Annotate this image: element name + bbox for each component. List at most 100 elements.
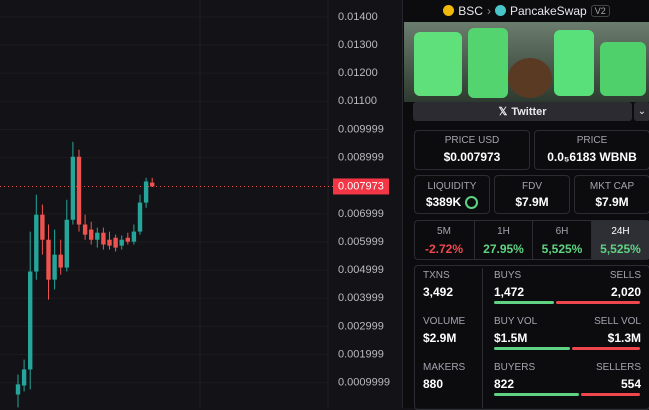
stat-value: $2.9M xyxy=(423,331,456,345)
candle-body xyxy=(89,230,93,240)
right-label: SELLS xyxy=(610,270,641,281)
separator: › xyxy=(487,4,491,18)
metric-value: $7.9M xyxy=(575,195,649,209)
chain[interactable]: BSC xyxy=(458,4,483,18)
sell-bar xyxy=(572,347,640,350)
tab-label: 6H xyxy=(533,226,591,237)
banner-shape xyxy=(414,32,462,96)
candle-body xyxy=(65,220,69,268)
left-label: BUY VOL xyxy=(494,316,537,327)
metric-label: FDV xyxy=(495,181,569,192)
y-tick-label: 0.001999 xyxy=(338,348,384,360)
tab-change: 5,525% xyxy=(592,242,649,256)
y-tick-label: 0.005999 xyxy=(338,236,384,248)
more-button[interactable]: ⌄ xyxy=(634,102,649,121)
buy-bar xyxy=(494,301,554,304)
candle-body xyxy=(150,183,154,187)
right-value: 2,020 xyxy=(611,285,641,299)
metric-label: MKT CAP xyxy=(575,181,649,192)
tab-change: 27.95% xyxy=(475,242,533,256)
price-chart: 0.01400 0.01300 0.01200 0.01100 0.009999 0.00… xyxy=(0,0,402,408)
tab-label: 24H xyxy=(592,226,649,237)
label: PRICE xyxy=(535,135,649,146)
metric: FDV $7.9M xyxy=(494,175,570,214)
candle-body xyxy=(34,215,38,272)
stat-label: TXNS xyxy=(423,270,450,281)
banner-shape xyxy=(468,28,508,98)
candle-body xyxy=(52,255,56,280)
y-tick-label: 0.01300 xyxy=(338,39,378,51)
version: V2 xyxy=(591,5,610,17)
stat-value: 3,492 xyxy=(423,285,453,299)
value: 0.0₅6183 WBNB xyxy=(535,150,649,164)
y-tick-label: 0.0009999 xyxy=(338,377,390,389)
y-tick-label: 0.008999 xyxy=(338,152,384,164)
candle-body xyxy=(95,233,99,240)
metric-value: $7.9M xyxy=(495,195,569,209)
stat-value: 880 xyxy=(423,377,443,391)
banner xyxy=(404,22,649,102)
candle-body xyxy=(113,238,117,248)
tab-change: 5,525% xyxy=(533,242,591,256)
right-value: 554 xyxy=(621,377,641,391)
candle-body xyxy=(144,181,148,202)
banner-shape xyxy=(554,30,594,96)
candle-body xyxy=(28,272,32,370)
left-value: $1.5M xyxy=(494,331,527,345)
buy-bar xyxy=(494,347,570,350)
candle-body xyxy=(59,255,63,268)
candle-body xyxy=(83,225,87,235)
left-value: 822 xyxy=(494,377,514,391)
tab-label: 5M xyxy=(415,226,473,237)
banner-shape xyxy=(600,42,646,96)
metric: MKT CAP $7.9M xyxy=(574,175,649,214)
right-label: SELLERS xyxy=(596,362,641,373)
timeframe-tab[interactable]: 6H 5,525% xyxy=(532,221,591,259)
timeframe-tab[interactable]: 24H 5,525% xyxy=(591,221,649,259)
candle-body xyxy=(138,203,142,232)
candle-body xyxy=(16,384,20,394)
left-value: 1,472 xyxy=(494,285,524,299)
metric-label: LIQUIDITY xyxy=(415,181,489,192)
y-tick-label: 0.004999 xyxy=(338,264,384,276)
candle-body xyxy=(40,215,44,240)
candle-body xyxy=(107,240,111,246)
stat-label: VOLUME xyxy=(423,316,465,327)
timeframe-tab[interactable]: 1H 27.95% xyxy=(474,221,533,259)
current-price-label: 0.007973 xyxy=(338,180,384,192)
candle-body xyxy=(120,240,124,246)
price-usd: PRICE USD $0.007973 xyxy=(414,130,530,170)
value: $0.007973 xyxy=(415,150,529,164)
right-label: SELL VOL xyxy=(594,316,641,327)
y-tick-label: 0.01100 xyxy=(338,95,377,107)
candle-body xyxy=(101,233,105,245)
y-tick-label: 0.009999 xyxy=(338,123,384,135)
banner-bull xyxy=(508,58,552,98)
sell-bar xyxy=(581,393,640,396)
y-tick-label: 0.01200 xyxy=(338,67,378,79)
metric-value: $389K xyxy=(415,195,489,209)
buy-bar xyxy=(494,393,579,396)
stat-label: MAKERS xyxy=(423,362,465,373)
y-tick-label: 0.003999 xyxy=(338,292,384,304)
dex[interactable]: PancakeSwap xyxy=(510,4,587,18)
y-tick-label: 0.01400 xyxy=(338,11,378,23)
chain-icon xyxy=(443,5,454,16)
divider xyxy=(482,268,483,408)
chart-bg xyxy=(0,0,402,408)
tab-label: 1H xyxy=(475,226,533,237)
price-native: PRICE 0.0₅6183 WBNB xyxy=(534,130,649,170)
y-tick-label: 0.006999 xyxy=(338,208,384,220)
candle-body xyxy=(22,369,26,385)
left-label: BUYS xyxy=(494,270,521,281)
left-label: BUYERS xyxy=(494,362,535,373)
pair-header: BSC › PancakeSwap V2 xyxy=(403,0,649,21)
candle-body xyxy=(71,157,75,220)
metric: LIQUIDITY $389K xyxy=(414,175,490,214)
timeframe-tab[interactable]: 5M-2.72% xyxy=(415,221,473,259)
candle-body xyxy=(132,232,136,242)
candle-body xyxy=(77,157,81,225)
candle-body xyxy=(46,240,50,280)
